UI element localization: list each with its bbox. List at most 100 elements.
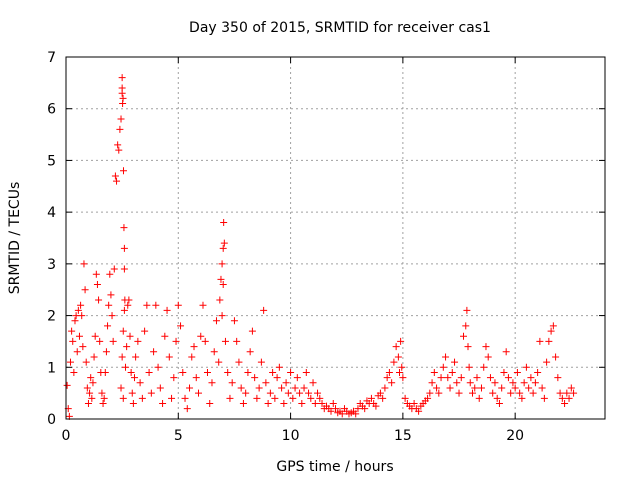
data-point [84, 399, 92, 407]
data-point [293, 374, 301, 382]
data-point [120, 306, 128, 314]
data-point [74, 306, 82, 314]
data-point [354, 405, 362, 413]
data-point [201, 337, 209, 345]
data-point [309, 379, 317, 387]
data-point [82, 358, 90, 366]
data-point [269, 368, 277, 376]
data-point [77, 301, 85, 309]
data-point [543, 358, 551, 366]
data-point [119, 327, 127, 335]
data-point [208, 379, 216, 387]
data-point [338, 410, 346, 418]
data-point [376, 389, 384, 397]
data-point [511, 384, 519, 392]
data-point [426, 389, 434, 397]
data-point [282, 379, 290, 387]
data-point [218, 312, 226, 320]
data-point [316, 394, 324, 402]
x-tick-label: 0 [62, 428, 71, 444]
data-point [463, 306, 471, 314]
data-point [117, 384, 125, 392]
data-point [98, 389, 106, 397]
data-point [69, 337, 77, 345]
data-point [329, 399, 337, 407]
data-point [63, 381, 71, 389]
data-point [493, 394, 501, 402]
data-point [513, 368, 521, 376]
data-point [489, 389, 497, 397]
data-point [477, 384, 485, 392]
chart-title: Day 350 of 2015, SRMTID for receiver cas… [189, 20, 491, 36]
data-point [83, 384, 91, 392]
data-point [93, 281, 101, 289]
data-point [538, 384, 546, 392]
data-point [79, 343, 87, 351]
data-point [119, 167, 127, 175]
data-point [181, 394, 189, 402]
data-point [468, 389, 476, 397]
data-point [253, 394, 261, 402]
data-point [367, 394, 375, 402]
data-point [96, 337, 104, 345]
data-point [81, 286, 89, 294]
data-point [147, 389, 155, 397]
data-point [424, 394, 432, 402]
data-point [500, 368, 508, 376]
data-point [172, 337, 180, 345]
data-point [170, 374, 178, 382]
data-point [460, 332, 468, 340]
data-point [120, 265, 128, 273]
data-point [502, 348, 510, 356]
data-point [212, 317, 220, 325]
data-point [224, 368, 232, 376]
data-point [415, 407, 423, 415]
data-point [186, 384, 194, 392]
data-point [220, 239, 228, 247]
data-point [219, 281, 227, 289]
data-point [287, 368, 295, 376]
data-point [124, 301, 132, 309]
data-point [388, 379, 396, 387]
data-point [396, 368, 404, 376]
data-point [465, 363, 473, 371]
data-point [475, 394, 483, 402]
data-point [116, 125, 124, 133]
data-point [118, 74, 126, 82]
data-point [221, 337, 229, 345]
data-point [132, 353, 140, 361]
data-point [230, 317, 238, 325]
data-point [556, 389, 564, 397]
data-point [235, 358, 243, 366]
data-point [210, 348, 218, 356]
data-point [251, 374, 259, 382]
data-point [136, 379, 144, 387]
data-point [547, 327, 555, 335]
data-point [190, 343, 198, 351]
data-point [216, 296, 224, 304]
data-point [87, 374, 95, 382]
data-point [91, 332, 99, 340]
data-point [552, 353, 560, 361]
data-point [122, 363, 130, 371]
data-point [143, 301, 151, 309]
data-point [123, 343, 131, 351]
data-point [262, 379, 270, 387]
data-point [518, 394, 526, 402]
data-point [462, 322, 470, 330]
data-point [385, 368, 393, 376]
data-point [150, 348, 158, 356]
data-point [154, 363, 162, 371]
data-point [410, 399, 418, 407]
data-point [120, 244, 128, 252]
data-point [446, 384, 454, 392]
data-point [92, 270, 100, 278]
data-point [522, 363, 530, 371]
data-point [228, 379, 236, 387]
data-point [372, 402, 380, 410]
data-point [540, 394, 548, 402]
data-point [457, 374, 465, 382]
data-point [466, 379, 474, 387]
data-point [296, 389, 304, 397]
